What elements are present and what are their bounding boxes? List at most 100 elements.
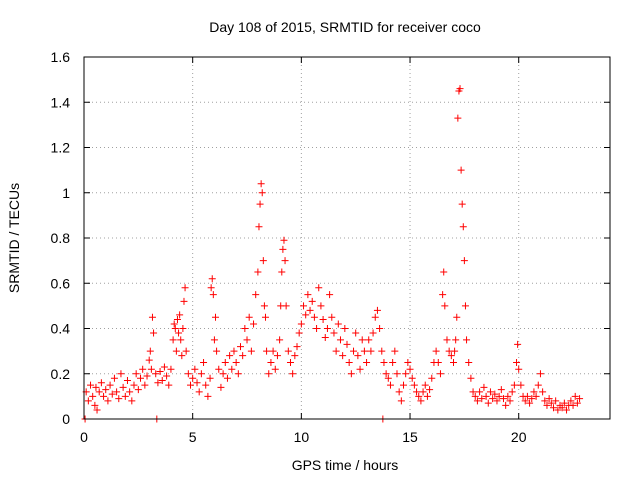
data-point bbox=[354, 352, 362, 360]
data-point bbox=[128, 397, 136, 405]
data-point bbox=[480, 383, 488, 391]
data-point bbox=[484, 399, 492, 407]
data-point bbox=[408, 374, 416, 382]
y-tick-label: 0 bbox=[62, 411, 70, 427]
data-point bbox=[163, 372, 171, 380]
data-point bbox=[170, 320, 178, 328]
data-point bbox=[169, 336, 177, 344]
data-point bbox=[297, 320, 305, 328]
data-point bbox=[134, 386, 142, 394]
data-point bbox=[92, 383, 100, 391]
data-point bbox=[347, 370, 355, 378]
data-point bbox=[130, 381, 138, 389]
x-tick-label: 20 bbox=[511, 429, 527, 445]
chart-title: Day 108 of 2015, SRMTID for receiver coc… bbox=[209, 19, 481, 35]
data-point bbox=[534, 381, 542, 389]
data-point bbox=[356, 365, 364, 373]
data-point bbox=[239, 352, 247, 360]
data-point bbox=[213, 347, 221, 355]
x-tick-label: 0 bbox=[80, 429, 88, 445]
data-point bbox=[121, 392, 129, 400]
data-point bbox=[482, 392, 490, 400]
data-point bbox=[223, 374, 231, 382]
data-point bbox=[491, 390, 499, 398]
x-tick-label: 10 bbox=[294, 429, 310, 445]
data-point bbox=[93, 406, 101, 414]
data-point bbox=[502, 401, 510, 409]
data-point bbox=[106, 381, 114, 389]
data-point bbox=[434, 358, 442, 366]
data-point bbox=[289, 370, 297, 378]
data-point bbox=[252, 291, 260, 299]
data-point bbox=[271, 365, 279, 373]
data-point bbox=[141, 381, 149, 389]
data-point bbox=[89, 392, 97, 400]
x-axis-label: GPS time / hours bbox=[292, 457, 399, 473]
data-point bbox=[123, 377, 131, 385]
data-point bbox=[423, 392, 431, 400]
data-point bbox=[87, 381, 95, 389]
data-point bbox=[400, 381, 408, 389]
data-point bbox=[454, 114, 462, 122]
data-point bbox=[102, 386, 110, 394]
data-point bbox=[91, 401, 99, 409]
data-point bbox=[495, 392, 503, 400]
y-tick-label: 0.8 bbox=[51, 230, 71, 246]
data-point bbox=[175, 329, 183, 337]
data-point bbox=[508, 388, 516, 396]
data-point bbox=[489, 395, 497, 403]
data-point bbox=[323, 325, 331, 332]
data-point bbox=[117, 370, 125, 378]
data-point bbox=[295, 329, 303, 337]
data-point bbox=[308, 297, 316, 305]
data-point bbox=[160, 363, 168, 371]
data-point bbox=[261, 313, 269, 321]
data-point bbox=[376, 325, 384, 332]
data-point bbox=[202, 381, 210, 389]
data-point bbox=[187, 381, 195, 389]
data-point bbox=[382, 370, 390, 378]
data-point bbox=[286, 358, 294, 366]
data-point bbox=[436, 370, 444, 378]
data-point bbox=[254, 268, 262, 276]
data-point bbox=[182, 347, 190, 355]
data-point bbox=[180, 297, 188, 305]
y-tick-label: 0.2 bbox=[51, 366, 71, 382]
data-point bbox=[219, 370, 227, 378]
data-point bbox=[345, 358, 353, 366]
data-point bbox=[360, 347, 368, 355]
data-point bbox=[236, 343, 244, 351]
data-point bbox=[267, 358, 275, 366]
data-point bbox=[517, 381, 525, 389]
data-point bbox=[451, 347, 459, 355]
data-point bbox=[221, 358, 229, 366]
data-point bbox=[150, 329, 158, 337]
data-point bbox=[255, 223, 263, 231]
x-tick-label: 15 bbox=[402, 429, 418, 445]
data-point bbox=[265, 370, 273, 378]
data-point bbox=[547, 399, 555, 407]
data-point bbox=[281, 257, 289, 265]
data-point bbox=[441, 302, 449, 310]
data-point bbox=[256, 200, 264, 208]
data-point bbox=[245, 313, 253, 321]
data-point bbox=[576, 395, 584, 403]
data-point bbox=[110, 374, 118, 382]
data-point bbox=[373, 306, 381, 314]
data-point bbox=[404, 358, 412, 366]
data-point bbox=[543, 401, 551, 409]
data-point bbox=[217, 383, 225, 391]
data-point bbox=[504, 392, 512, 400]
data-point bbox=[172, 347, 180, 355]
data-point bbox=[259, 257, 267, 265]
data-point bbox=[209, 291, 217, 299]
data-point bbox=[317, 302, 325, 310]
data-point bbox=[378, 347, 386, 355]
data-point bbox=[145, 356, 153, 364]
data-point bbox=[458, 200, 466, 208]
y-tick-label: 1.6 bbox=[51, 49, 71, 65]
data-point bbox=[415, 392, 423, 400]
data-point bbox=[497, 386, 505, 394]
data-point bbox=[206, 374, 214, 382]
axis-ticks bbox=[83, 56, 610, 420]
